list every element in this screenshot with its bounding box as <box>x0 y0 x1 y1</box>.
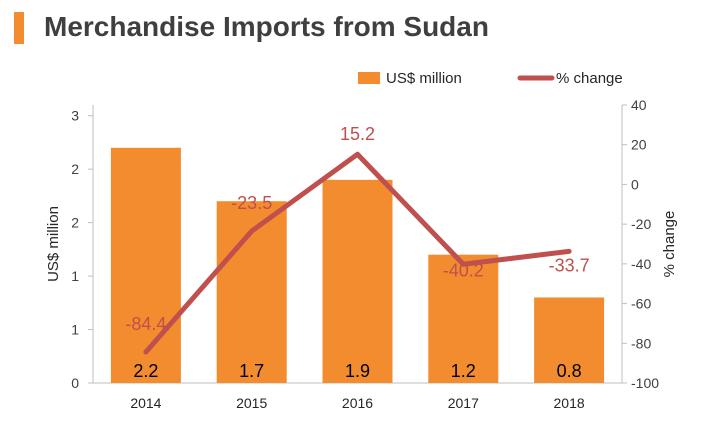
legend-bar-swatch <box>358 72 380 84</box>
left-tick-label: 0 <box>71 375 79 391</box>
right-tick-label: 20 <box>631 137 647 153</box>
left-tick-label: 3 <box>71 108 79 124</box>
chart-title: Merchandise Imports from Sudan <box>44 11 489 42</box>
change-line <box>143 151 572 355</box>
left-tick-label: 2 <box>71 161 79 177</box>
legend-line-label: % change <box>556 70 623 87</box>
line-data-label: -33.7 <box>549 255 590 275</box>
left-tick-label: 1 <box>71 322 79 338</box>
line-data-label: 15.2 <box>340 124 375 144</box>
legend-bar-label: US$ million <box>386 70 462 87</box>
right-tick-label: -60 <box>631 296 651 312</box>
line-data-label: -23.5 <box>231 193 272 213</box>
x-tick-label: 2018 <box>554 395 585 411</box>
bar <box>428 254 499 383</box>
right-tick-label: -20 <box>631 216 651 232</box>
bar <box>322 179 393 383</box>
x-tick-label: 2017 <box>448 395 479 411</box>
right-tick-label: 0 <box>631 176 639 192</box>
bar-data-label: 1.9 <box>345 361 370 381</box>
title-accent-bar <box>14 12 24 44</box>
bar-data-label: 1.2 <box>451 361 476 381</box>
left-tick-label: 1 <box>71 268 79 284</box>
bar-data-label: 1.7 <box>239 361 264 381</box>
bar <box>534 297 605 383</box>
left-axis-title: US$ million <box>45 206 62 282</box>
right-tick-label: -40 <box>631 256 651 272</box>
right-tick-label: 40 <box>631 97 647 113</box>
x-tick-label: 2015 <box>236 395 267 411</box>
line-data-label: -84.4 <box>125 314 166 334</box>
bar-data-label: 0.8 <box>557 361 582 381</box>
x-tick-label: 2016 <box>342 395 373 411</box>
left-tick-label: 2 <box>71 215 79 231</box>
bar <box>110 147 181 383</box>
right-tick-label: -100 <box>631 375 659 391</box>
line-data-label: -40.2 <box>443 260 484 280</box>
right-tick-label: -80 <box>631 335 651 351</box>
bar-data-label: 2.2 <box>133 361 158 381</box>
x-tick-label: 2014 <box>130 395 161 411</box>
right-axis-title: % change <box>661 211 678 278</box>
